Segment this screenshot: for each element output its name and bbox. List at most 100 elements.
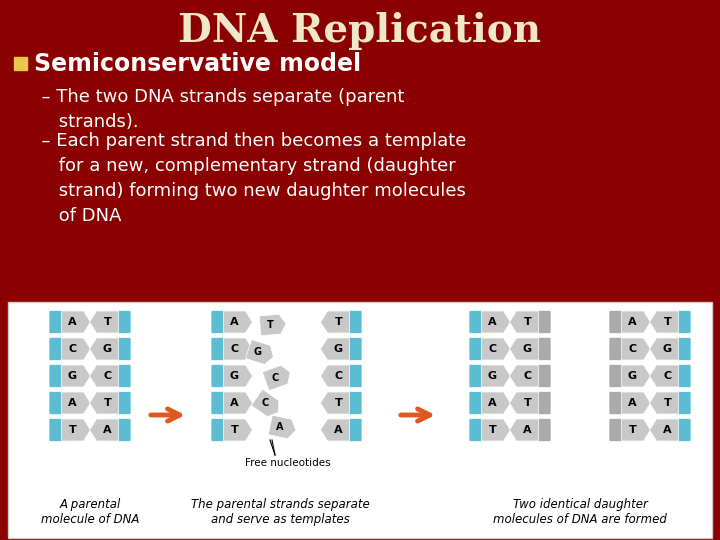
Polygon shape [649,338,678,360]
Polygon shape [320,365,349,387]
FancyBboxPatch shape [469,338,483,361]
FancyBboxPatch shape [469,418,483,442]
FancyBboxPatch shape [537,338,551,361]
Text: The parental strands separate
and serve as templates: The parental strands separate and serve … [191,498,369,526]
Polygon shape [510,338,539,360]
Text: T: T [104,398,112,408]
Text: A: A [488,398,497,408]
Text: G: G [230,371,239,381]
FancyBboxPatch shape [537,310,551,334]
Polygon shape [621,311,650,333]
Polygon shape [510,392,539,414]
Text: G: G [334,344,343,354]
Text: T: T [68,425,76,435]
Polygon shape [621,365,650,387]
Text: T: T [335,398,343,408]
Polygon shape [246,340,274,365]
Text: G: G [663,344,672,354]
FancyBboxPatch shape [677,310,691,334]
FancyBboxPatch shape [348,364,362,388]
Text: – The two DNA strands separate (parent
     strands).: – The two DNA strands separate (parent s… [30,88,405,131]
FancyBboxPatch shape [537,418,551,442]
Polygon shape [61,311,91,333]
FancyBboxPatch shape [609,418,623,442]
FancyBboxPatch shape [117,418,131,442]
Text: T: T [104,317,112,327]
Text: A: A [334,425,343,435]
Text: A: A [663,425,672,435]
Text: C: C [523,371,531,381]
Text: G: G [628,371,637,381]
FancyBboxPatch shape [49,418,63,442]
Text: G: G [488,371,497,381]
Polygon shape [482,419,510,441]
FancyBboxPatch shape [609,310,623,334]
Text: – Each parent strand then becomes a template
     for a new, complementary stran: – Each parent strand then becomes a temp… [30,132,467,225]
FancyBboxPatch shape [211,418,225,442]
Polygon shape [89,392,119,414]
Polygon shape [649,365,678,387]
FancyBboxPatch shape [117,310,131,334]
Polygon shape [320,338,349,360]
Text: C: C [261,398,269,408]
Polygon shape [320,419,349,441]
FancyBboxPatch shape [211,364,225,388]
Text: A: A [68,317,77,327]
Polygon shape [262,366,290,390]
FancyBboxPatch shape [609,364,623,388]
Text: G: G [523,344,532,354]
Text: T: T [629,425,636,435]
FancyBboxPatch shape [211,392,225,415]
Polygon shape [223,419,253,441]
Polygon shape [510,311,539,333]
FancyBboxPatch shape [677,338,691,361]
Text: T: T [266,320,274,330]
Polygon shape [89,311,119,333]
Text: T: T [335,317,343,327]
Polygon shape [482,365,510,387]
Text: DNA Replication: DNA Replication [179,12,541,50]
Text: A: A [276,422,284,432]
Text: Free nucleotides: Free nucleotides [246,458,330,468]
Text: C: C [334,371,343,381]
Text: C: C [629,344,636,354]
Polygon shape [61,338,91,360]
Text: Semiconservative model: Semiconservative model [34,52,361,76]
FancyBboxPatch shape [677,364,691,388]
FancyBboxPatch shape [117,364,131,388]
Text: G: G [103,344,112,354]
Polygon shape [649,392,678,414]
Polygon shape [61,419,91,441]
FancyBboxPatch shape [677,392,691,415]
Text: A: A [103,425,112,435]
Polygon shape [259,314,286,336]
Polygon shape [649,311,678,333]
Text: T: T [523,317,531,327]
FancyBboxPatch shape [348,392,362,415]
FancyBboxPatch shape [117,392,131,415]
FancyBboxPatch shape [609,338,623,361]
Polygon shape [61,365,91,387]
Text: A: A [488,317,497,327]
FancyBboxPatch shape [469,364,483,388]
FancyBboxPatch shape [677,418,691,442]
Bar [14,57,27,70]
FancyBboxPatch shape [49,310,63,334]
Polygon shape [482,338,510,360]
Polygon shape [223,311,253,333]
Polygon shape [510,419,539,441]
Text: T: T [664,398,671,408]
Text: A parental
molecule of DNA: A parental molecule of DNA [41,498,139,526]
Text: T: T [230,425,238,435]
FancyBboxPatch shape [348,338,362,361]
FancyBboxPatch shape [49,392,63,415]
Polygon shape [61,392,91,414]
Text: A: A [523,425,532,435]
Text: A: A [628,317,636,327]
Polygon shape [223,338,253,360]
FancyBboxPatch shape [117,338,131,361]
Text: C: C [230,344,238,354]
Polygon shape [251,389,279,417]
FancyBboxPatch shape [609,392,623,415]
Text: C: C [488,344,497,354]
